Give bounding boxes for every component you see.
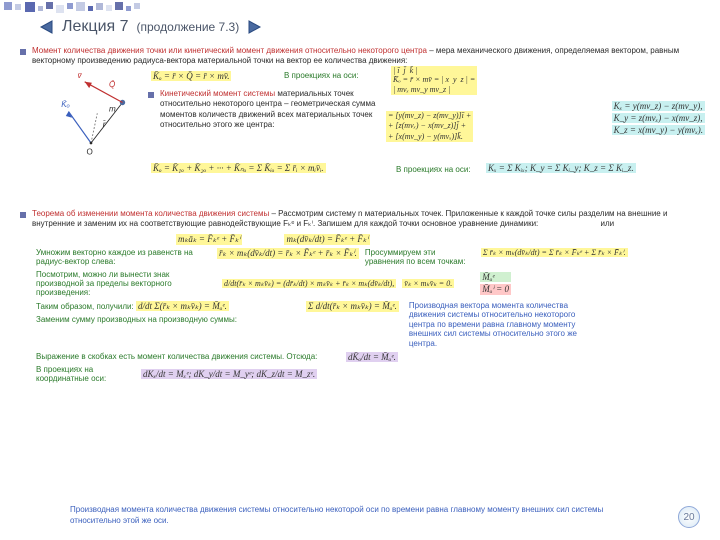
f-thus: d/dt Σ(r̄ₖ × mₖv̄ₖ) = M̄ₒᵉ. [136, 301, 229, 311]
det-formula: | ī j̄ k̄ | K̄ₒ = r̄ × mv̄ = | x y z | =… [391, 66, 477, 95]
lecture-title: Лекция 7 [62, 18, 129, 36]
f-mult: r̄ₖ × mₖ(dv̄ₖ/dt) = r̄ₖ × F̄ₖᵉ + r̄ₖ × F… [217, 248, 359, 259]
p2-mult: Умножим векторно каждое из равенств на р… [36, 248, 211, 266]
sumxyz: Kₓ = Σ Kᵢₓ; K_y = Σ Kᵢ_y; K_z = Σ Kᵢ_z. [486, 163, 636, 173]
kz: K_z = x(mv_y) − y(mvₓ). [612, 125, 705, 135]
f-dyn2: mₖ(dv̄ₖ/dt) = F̄ₖᵉ + F̄ₖⁱ [284, 234, 370, 245]
svg-text:m: m [109, 104, 116, 113]
f-mo: M̄ₒᵉ [480, 272, 511, 282]
f-final: dK̄ₒ/dt = M̄ₒᵉ. [346, 352, 398, 362]
p1-sub-red: Кинетический момент системы [160, 89, 275, 98]
p2-intro-red: Теорема об изменении момента количества … [32, 209, 269, 218]
p2-check: Посмотрим, можно ли вынести знак произво… [36, 270, 216, 297]
kx: Kₓ = y(mv_z) − z(mv_y), [612, 101, 705, 111]
svg-text:O: O [87, 147, 93, 156]
p2-sum: Просуммируем эти уравнения по всем точка… [365, 248, 475, 266]
p1-intro-red: Момент количества движения точки или кин… [32, 46, 427, 55]
p1-proj-label: В проекциях на оси: [284, 71, 359, 80]
p2-conclusion: Производная вектора момента количества д… [409, 301, 589, 349]
p1-proj2: В проекциях на оси: [396, 165, 471, 174]
bullet-icon [20, 212, 26, 218]
expand-formula: = [y(mv_z) − z(mv_y)]ī + + [z(mvₓ) − x(m… [386, 111, 473, 142]
content-area: Момент количества движения точки или кин… [20, 46, 705, 383]
f-sumall1: Σ r̄ₖ × mₖ(dv̄ₖ/dt) = Σ r̄ₖ × F̄ₖᵉ + Σ r… [481, 248, 628, 257]
sum-formula: K̄ₒ = K̄₁ₒ + K̄₂ₒ + ··· + K̄ₙₒ = Σ K̄ᵢₒ … [151, 163, 326, 173]
ky: K_y = z(mvₓ) − x(mv_z), [612, 113, 705, 123]
p2-bracket: Выражение в скобках есть момент количест… [36, 352, 336, 361]
lecture-subtitle: (продолжение 7.3) [137, 20, 240, 34]
page-number: 20 [678, 506, 700, 528]
f-check: d/dt(r̄ₖ × mₖv̄ₖ) = (dr̄ₖ/dt) × mₖv̄ₖ + … [222, 279, 396, 288]
vector-diagram: K̄ₒ v̄ Q̄ m r̄ O [36, 71, 146, 161]
svg-text:K̄ₒ: K̄ₒ [61, 100, 70, 109]
f-dyn1: mₖāₖ = F̄ₖᵉ + F̄ₖⁱ [176, 234, 242, 245]
prev-arrow-icon[interactable] [38, 19, 54, 35]
para1: Момент количества движения точки или кин… [20, 46, 705, 67]
p2-proj: В проекциях на координатные оси: [36, 365, 131, 383]
f-vv: v̄ₖ × mₖv̄ₖ = 0. [402, 279, 454, 288]
bullet-icon [20, 49, 26, 55]
svg-text:Q̄: Q̄ [109, 80, 116, 89]
p2-thus: Таким образом, получили: [36, 302, 134, 311]
f-proj: dKₓ/dt = Mₓᵉ; dK_y/dt = M_yᵉ; dK_z/dt = … [141, 369, 317, 379]
f-replace: Σ d/dt(r̄ₖ × mₖv̄ₖ) = M̄ₒᵉ. [306, 301, 399, 312]
or: или [601, 219, 615, 228]
next-arrow-icon[interactable] [247, 19, 263, 35]
p2-replace: Заменим сумму производных на производную… [36, 315, 296, 324]
bullet-icon [148, 92, 154, 98]
f-KO: K̄ₒ = r̄ × Q̄ = r̄ × mv̄. [151, 71, 231, 81]
svg-text:v̄: v̄ [78, 71, 83, 80]
para2: Теорема об изменении момента количества … [20, 209, 705, 230]
footer-text: Производная момента количества движения … [70, 505, 630, 526]
f-mi: M̄ₒⁱ = 0 [480, 284, 511, 295]
title-bar: Лекция 7 (продолжение 7.3) [38, 18, 263, 36]
